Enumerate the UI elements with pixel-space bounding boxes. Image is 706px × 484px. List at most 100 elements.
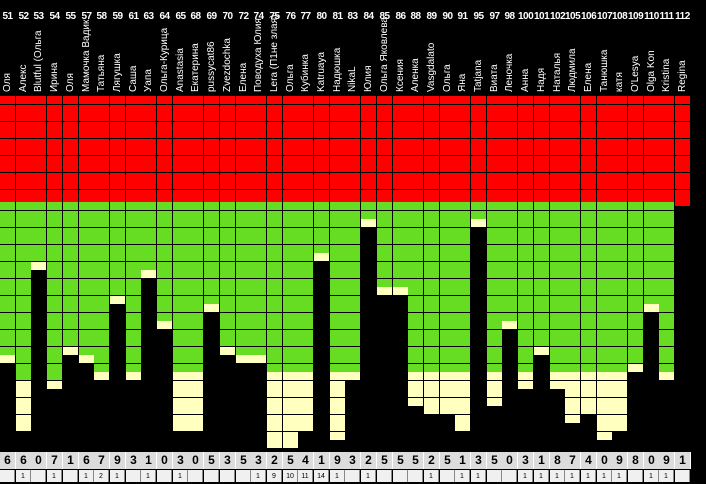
yellow-cell bbox=[597, 389, 612, 397]
column-number: 101 bbox=[534, 11, 550, 22]
green-cell bbox=[550, 262, 565, 270]
green-cell bbox=[659, 321, 674, 329]
green-cell bbox=[487, 279, 502, 287]
red-cell bbox=[141, 173, 156, 181]
yellow-cell bbox=[597, 398, 612, 406]
yellow-cell bbox=[330, 432, 345, 440]
green-cell bbox=[110, 211, 125, 219]
red-cell bbox=[612, 164, 627, 172]
red-cell bbox=[675, 198, 690, 206]
red-cell bbox=[188, 122, 203, 130]
green-cell bbox=[236, 287, 251, 295]
yellow-cell bbox=[188, 423, 203, 431]
column-number: 84 bbox=[363, 11, 374, 22]
green-cell bbox=[424, 304, 439, 312]
red-cell bbox=[220, 105, 235, 113]
green-cell bbox=[424, 313, 439, 321]
column-digit: 8 bbox=[550, 452, 566, 469]
green-cell bbox=[47, 372, 62, 380]
red-cell bbox=[361, 164, 376, 172]
green-cell bbox=[94, 321, 109, 329]
red-cell bbox=[236, 156, 251, 164]
red-cell bbox=[345, 130, 360, 138]
green-cell bbox=[236, 270, 251, 278]
red-cell bbox=[126, 147, 141, 155]
green-cell bbox=[298, 355, 313, 363]
red-cell bbox=[471, 105, 486, 113]
yellow-cell bbox=[534, 347, 549, 355]
yellow-cell bbox=[345, 372, 360, 380]
yellow-cell bbox=[173, 423, 188, 431]
red-cell bbox=[188, 139, 203, 147]
yellow-cell bbox=[283, 415, 298, 423]
green-cell bbox=[487, 355, 502, 363]
red-cell bbox=[675, 139, 690, 147]
red-cell bbox=[110, 190, 125, 198]
column-number: 70 bbox=[222, 11, 233, 22]
green-cell bbox=[94, 338, 109, 346]
yellow-cell bbox=[141, 270, 156, 278]
red-cell bbox=[612, 190, 627, 198]
red-cell bbox=[597, 156, 612, 164]
green-cell bbox=[251, 202, 266, 210]
green-cell bbox=[628, 219, 643, 227]
red-cell bbox=[455, 105, 470, 113]
red-cell bbox=[408, 173, 423, 181]
green-cell bbox=[0, 313, 15, 321]
red-cell bbox=[534, 130, 549, 138]
green-cell bbox=[345, 219, 360, 227]
green-cell bbox=[204, 270, 219, 278]
red-cell bbox=[63, 122, 78, 130]
green-cell bbox=[236, 313, 251, 321]
green-cell bbox=[659, 262, 674, 270]
green-cell bbox=[298, 253, 313, 261]
green-cell bbox=[534, 321, 549, 329]
red-cell bbox=[424, 190, 439, 198]
column-sub: 1 bbox=[518, 470, 533, 482]
red-cell bbox=[534, 105, 549, 113]
green-cell bbox=[565, 279, 580, 287]
red-cell bbox=[644, 113, 659, 121]
green-cell bbox=[16, 304, 31, 312]
red-cell bbox=[173, 164, 188, 172]
column-number: 58 bbox=[96, 11, 107, 22]
red-cell bbox=[502, 139, 517, 147]
red-cell bbox=[408, 130, 423, 138]
red-cell bbox=[141, 122, 156, 130]
red-cell bbox=[31, 105, 46, 113]
green-cell bbox=[173, 253, 188, 261]
column-digit: 3 bbox=[345, 452, 361, 469]
green-cell bbox=[16, 270, 31, 278]
green-cell bbox=[550, 321, 565, 329]
green-cell bbox=[298, 287, 313, 295]
red-cell bbox=[518, 156, 533, 164]
column-name: O'Lesya bbox=[630, 55, 641, 92]
green-cell bbox=[330, 347, 345, 355]
red-cell bbox=[126, 181, 141, 189]
red-cell bbox=[377, 96, 392, 104]
red-cell bbox=[502, 113, 517, 121]
green-cell bbox=[597, 228, 612, 236]
green-cell bbox=[612, 287, 627, 295]
green-cell bbox=[267, 313, 282, 321]
green-cell bbox=[518, 296, 533, 304]
green-cell bbox=[188, 262, 203, 270]
green-cell bbox=[330, 219, 345, 227]
green-cell bbox=[157, 262, 172, 270]
column-sub bbox=[0, 470, 15, 482]
column-sub bbox=[675, 470, 690, 482]
red-cell bbox=[393, 164, 408, 172]
red-cell bbox=[298, 139, 313, 147]
green-cell bbox=[31, 228, 46, 236]
green-cell bbox=[47, 270, 62, 278]
red-cell bbox=[345, 190, 360, 198]
red-cell bbox=[487, 164, 502, 172]
red-cell bbox=[518, 130, 533, 138]
green-cell bbox=[251, 287, 266, 295]
green-cell bbox=[550, 296, 565, 304]
green-cell bbox=[612, 321, 627, 329]
red-cell bbox=[157, 147, 172, 155]
green-cell bbox=[188, 211, 203, 219]
yellow-cell bbox=[283, 406, 298, 414]
